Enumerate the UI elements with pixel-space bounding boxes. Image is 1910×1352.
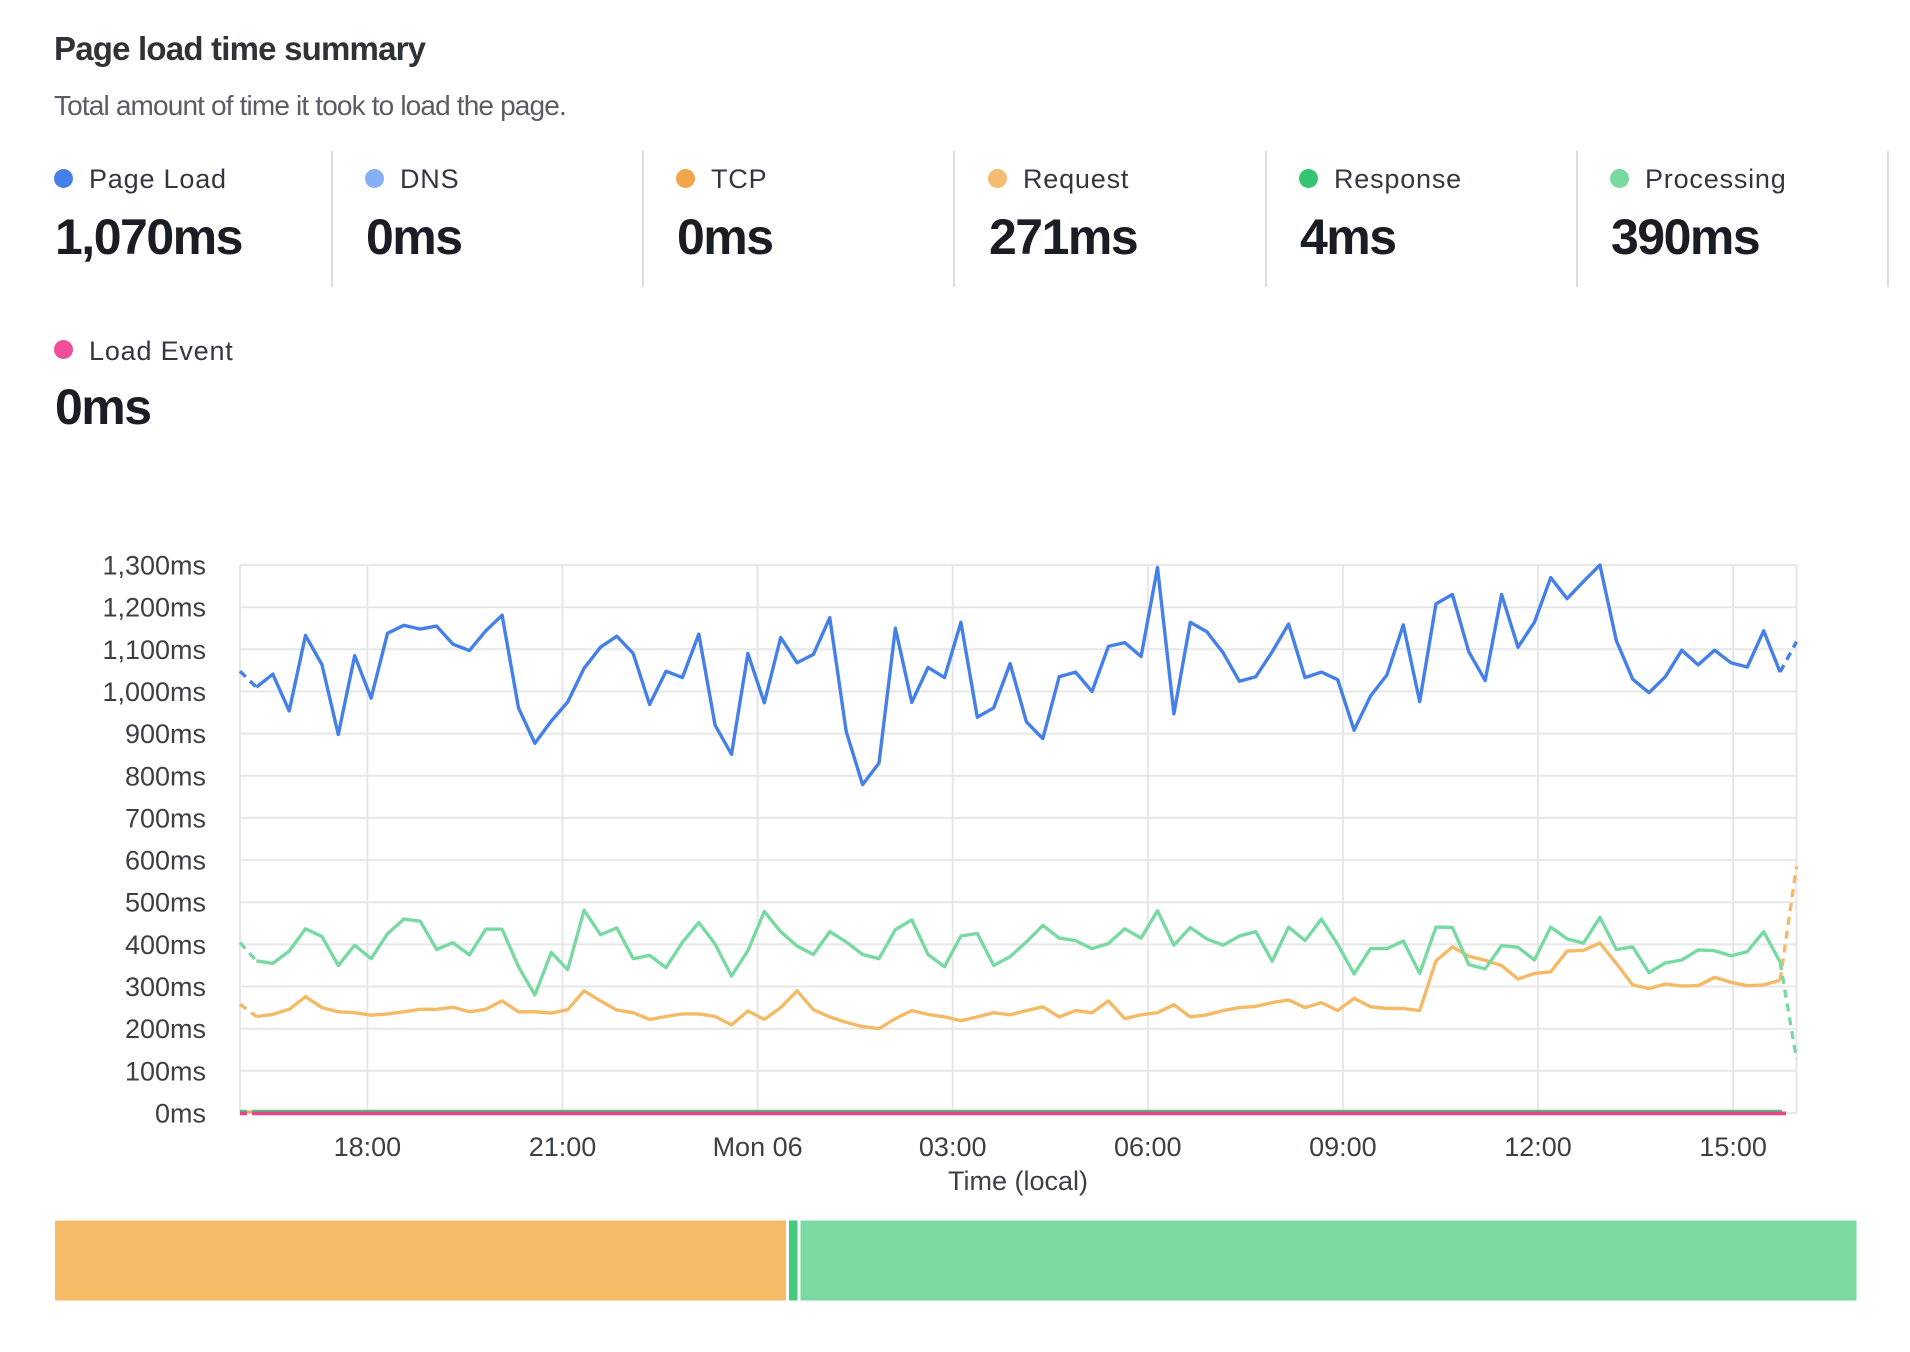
svg-text:700ms: 700ms xyxy=(125,803,206,833)
svg-text:200ms: 200ms xyxy=(125,1014,206,1044)
svg-text:300ms: 300ms xyxy=(125,972,206,1002)
svg-text:800ms: 800ms xyxy=(125,761,206,791)
svg-text:03:00: 03:00 xyxy=(919,1132,987,1162)
svg-text:Mon 06: Mon 06 xyxy=(713,1132,803,1162)
svg-text:600ms: 600ms xyxy=(125,846,206,876)
svg-text:15:00: 15:00 xyxy=(1699,1132,1767,1162)
svg-text:09:00: 09:00 xyxy=(1309,1132,1377,1162)
svg-text:1,300ms: 1,300ms xyxy=(102,551,206,581)
svg-text:100ms: 100ms xyxy=(125,1056,206,1086)
svg-text:400ms: 400ms xyxy=(125,930,206,960)
svg-text:0ms: 0ms xyxy=(155,1099,206,1129)
svg-text:18:00: 18:00 xyxy=(334,1132,402,1162)
svg-text:500ms: 500ms xyxy=(125,888,206,918)
svg-text:1,000ms: 1,000ms xyxy=(102,677,206,707)
svg-text:1,100ms: 1,100ms xyxy=(102,635,206,665)
svg-text:Time (local): Time (local) xyxy=(948,1166,1088,1196)
svg-text:12:00: 12:00 xyxy=(1504,1132,1572,1162)
svg-text:06:00: 06:00 xyxy=(1114,1132,1182,1162)
svg-text:21:00: 21:00 xyxy=(529,1132,597,1162)
svg-text:900ms: 900ms xyxy=(125,719,206,749)
svg-text:1,200ms: 1,200ms xyxy=(102,593,206,623)
